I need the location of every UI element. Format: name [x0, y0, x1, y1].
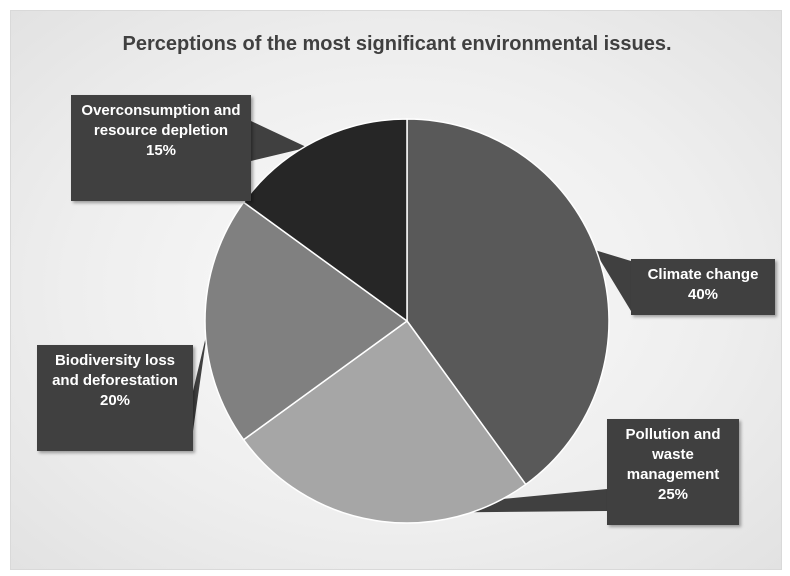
callout-climate-change: Climate change 40% — [631, 259, 775, 315]
callout-biodiversity: Biodiversity loss and deforestation 20% — [37, 345, 193, 451]
slice-label: Pollution and waste management — [625, 426, 721, 483]
pie-slice-3 — [242, 118, 408, 323]
pie-slice-0 — [406, 118, 610, 486]
callout-pollution: Pollution and waste management 25% — [607, 419, 739, 525]
leader-line-3 — [251, 121, 308, 161]
slice-percent: 25% — [657, 486, 689, 503]
leader-line-0 — [593, 249, 631, 311]
slice-label: Overconsumption and resource depletion — [81, 102, 241, 139]
pie-slice-2 — [204, 201, 409, 441]
chart-title: Perceptions of the most significant envi… — [122, 33, 672, 55]
pie-slices — [204, 118, 610, 524]
pie-slice-1 — [242, 319, 527, 524]
slice-percent: 40% — [687, 286, 719, 303]
slice-percent: 15% — [145, 142, 177, 159]
leader-line-2 — [193, 330, 208, 431]
callout-overconsumption: Overconsumption and resource depletion 1… — [71, 95, 251, 201]
slice-label: Biodiversity loss and deforestation — [52, 352, 178, 389]
slice-label: Climate change — [647, 266, 759, 283]
slice-percent: 20% — [99, 392, 131, 409]
chart-area: Perceptions of the most significant envi… — [10, 10, 782, 570]
pie-chart — [193, 118, 631, 524]
